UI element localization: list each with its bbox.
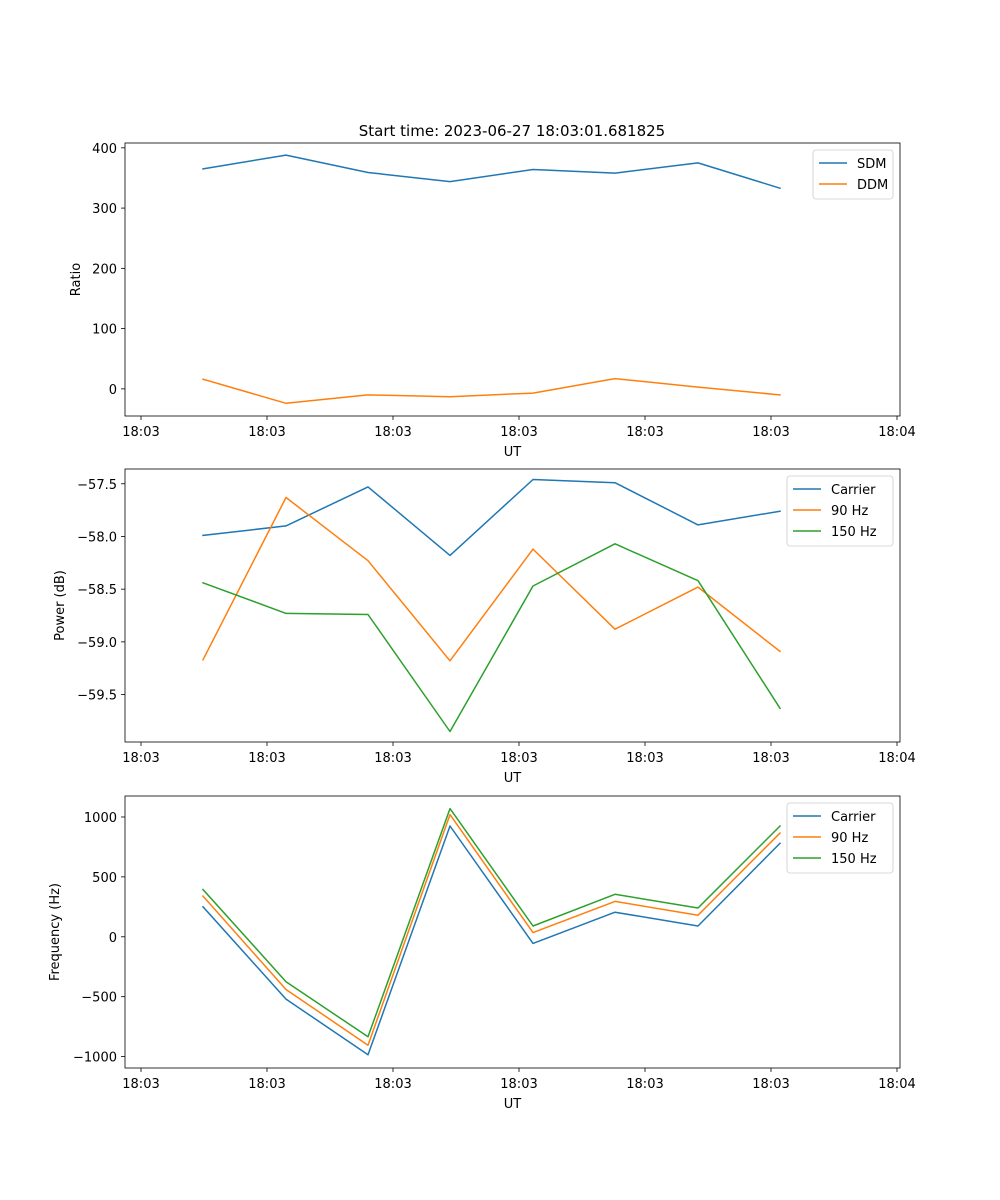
series-line-carrier (202, 478, 781, 557)
x-tick-label: 18:03 (122, 425, 159, 440)
plot-frame (124, 142, 901, 417)
x-tick-label: 18:03 (752, 1077, 789, 1092)
chart-title: Start time: 2023-06-27 18:03:01.681825 (359, 122, 665, 140)
legend-label: SDM (857, 157, 886, 172)
legend: SDM DDM (812, 149, 894, 200)
y-tick-label: 0 (109, 383, 117, 398)
x-tick-label: 18:03 (500, 751, 537, 766)
x-tick-label: 18:03 (374, 751, 411, 766)
x-tick-label: 18:04 (878, 751, 915, 766)
y-tick-label: −1000 (73, 1051, 117, 1066)
legend-label: Carrier (831, 483, 876, 498)
x-tick-label: 18:03 (626, 751, 663, 766)
y-tick-label: 500 (92, 871, 117, 886)
legend-label: 90 Hz (831, 504, 868, 519)
y-tick-label: −59.5 (77, 689, 117, 704)
y-tick-label: −500 (81, 991, 117, 1006)
x-tick-label: 18:03 (248, 1077, 285, 1092)
x-tick-label: 18:03 (248, 425, 285, 440)
legend-frame (786, 475, 894, 547)
y-tick-label: −58.0 (77, 530, 117, 545)
subplot-1: 18:03 18:03 18:03 18:03 18:03 18:03 18:04 0 100 2… (69, 142, 916, 460)
legend-label: 150 Hz (831, 852, 877, 867)
legend: Carrier 90 Hz 150 Hz (786, 802, 894, 874)
x-tick-label: 18:03 (752, 425, 789, 440)
y-tick-label: 200 (92, 262, 117, 277)
legend-frame (786, 802, 894, 874)
series-line-150-hz (202, 543, 782, 733)
series-line-ddm (202, 377, 781, 405)
subplot-3: 18:03 18:03 18:03 18:03 18:03 18:03 18:04 −1000… (48, 795, 916, 1112)
x-tick-label: 18:03 (374, 425, 411, 440)
y-tick-label: 1000 (84, 811, 117, 826)
x-tick-label: 18:04 (878, 1077, 915, 1092)
legend-label: 150 Hz (831, 525, 877, 540)
series-line-150-hz (201, 807, 782, 1038)
y-axis-label: Frequency (Hz) (48, 883, 63, 981)
x-axis-label: UT (504, 1097, 522, 1112)
x-tick-label: 18:03 (500, 1077, 537, 1092)
legend-label: 90 Hz (831, 831, 868, 846)
x-tick-label: 18:04 (878, 425, 915, 440)
x-tick-label: 18:03 (626, 425, 663, 440)
series-line-sdm (202, 154, 781, 190)
y-tick-label: −58.5 (77, 583, 117, 598)
series-line-90-hz (201, 496, 782, 662)
legend-label: Carrier (831, 810, 876, 825)
subplot-2: 18:03 18:03 18:03 18:03 18:03 18:03 18:04 −59.5… (53, 468, 916, 786)
x-axis-label: UT (504, 771, 522, 786)
legend-label: DDM (857, 178, 888, 193)
y-tick-label: 300 (92, 202, 117, 217)
series-line-90-hz (201, 813, 782, 1046)
y-tick-label: −57.5 (77, 478, 117, 493)
x-tick-label: 18:03 (122, 751, 159, 766)
legend: Carrier 90 Hz 150 Hz (786, 475, 894, 547)
subplots: 18:03 18:03 18:03 18:03 18:03 18:03 18:04 0 100 2… (48, 142, 916, 1112)
x-tick-label: 18:03 (374, 1077, 411, 1092)
y-tick-label: −59.0 (77, 636, 117, 651)
plot-frame (124, 468, 901, 743)
x-tick-label: 18:03 (752, 751, 789, 766)
x-tick-label: 18:03 (500, 425, 537, 440)
plot-frame (124, 795, 901, 1069)
x-axis-label: UT (504, 445, 522, 460)
x-tick-label: 18:03 (248, 751, 285, 766)
x-tick-label: 18:03 (122, 1077, 159, 1092)
y-tick-label: 100 (92, 323, 117, 338)
y-tick-label: 400 (92, 142, 117, 157)
x-tick-label: 18:03 (626, 1077, 663, 1092)
y-tick-label: 0 (109, 931, 117, 946)
y-axis-label: Power (dB) (53, 570, 68, 641)
y-axis-label: Ratio (69, 263, 84, 296)
series-line-carrier (201, 825, 782, 1056)
